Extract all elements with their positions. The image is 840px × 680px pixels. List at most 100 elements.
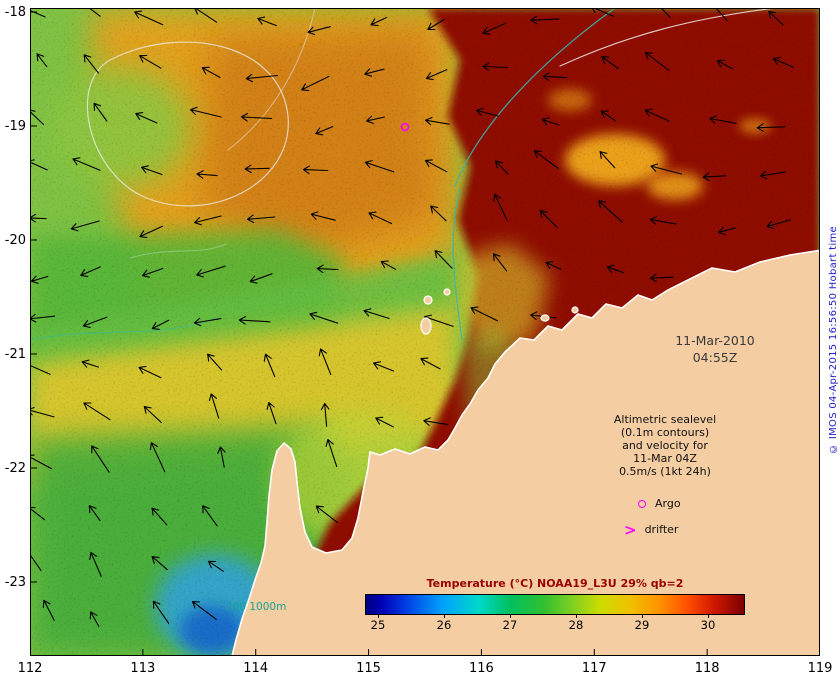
colorbar-tickmark <box>378 614 379 618</box>
velocity-arrow <box>89 551 102 578</box>
velocity-arrow <box>702 172 727 182</box>
velocity-arrow <box>364 68 385 77</box>
lon-tick-label: 118 <box>694 661 720 676</box>
velocity-arrow <box>427 19 445 31</box>
velocity-arrow <box>492 253 508 272</box>
argo-legend-label: Argo <box>655 497 681 510</box>
velocity-arrow <box>318 348 332 376</box>
colorbar-tick-label: 30 <box>700 618 716 632</box>
velocity-arrow <box>207 353 223 371</box>
velocity-arrow <box>768 10 784 26</box>
altimetry-note-line: 0.5m/s (1kt 24h) <box>619 465 711 478</box>
velocity-arrow <box>244 164 270 174</box>
velocity-arrow <box>207 560 224 572</box>
altimetry-note-line: Altimetric sealevel <box>613 413 717 426</box>
velocity-arrow <box>135 112 158 124</box>
lat-tick-label: -22 <box>4 461 26 476</box>
colorbar-tickmark <box>642 614 643 618</box>
velocity-arrow <box>430 205 447 222</box>
velocity-arrow <box>302 165 329 175</box>
lon-tick-label: 117 <box>581 661 607 676</box>
velocity-arrow <box>89 611 100 627</box>
velocity-arrow <box>482 62 509 71</box>
lon-tick-label: 119 <box>807 661 833 676</box>
velocity-arrow <box>380 260 397 270</box>
velocity-arrow <box>83 54 99 74</box>
colorbar-tick-label: 26 <box>436 618 452 632</box>
plot-border <box>30 8 820 656</box>
contour-line <box>129 243 227 259</box>
velocity-arrow <box>307 26 331 36</box>
velocity-arrow <box>493 193 508 221</box>
velocity-arrow <box>756 123 786 132</box>
velocity-arrow <box>217 446 226 468</box>
velocity-arrow <box>482 22 507 35</box>
velocity-arrow <box>649 216 677 225</box>
landmass <box>231 249 820 656</box>
contour-line <box>30 317 217 341</box>
contour-line <box>559 8 776 67</box>
colorbar-tickmark <box>708 614 709 618</box>
lon-tick-label: 116 <box>469 661 494 676</box>
velocity-arrow <box>246 214 276 224</box>
velocity-arrow <box>80 266 101 278</box>
velocity-arrow <box>196 265 226 278</box>
velocity-arrow <box>310 211 336 221</box>
lon-tick-label: 113 <box>130 661 156 676</box>
velocity-arrow <box>139 225 163 239</box>
velocity-arrow <box>151 507 168 526</box>
colorbar-title: Temperature (°C) NOAA19_L3U 29% qb=2 <box>426 577 684 590</box>
velocity-arrow <box>539 210 558 229</box>
island <box>420 317 432 335</box>
velocity-arrow <box>42 599 55 621</box>
velocity-arrow <box>245 73 278 83</box>
map-canvas: 200 1000m <box>30 8 820 656</box>
velocity-arrow <box>541 117 560 126</box>
colorbar-gradient <box>365 594 745 615</box>
velocity-arrow <box>424 159 448 173</box>
velocity-arrow <box>140 165 163 176</box>
island <box>540 314 550 322</box>
drifter-symbol-icon: > <box>624 520 637 539</box>
velocity-arrow <box>650 163 683 175</box>
velocity-arrow <box>368 211 393 225</box>
velocity-arrow <box>542 72 568 81</box>
velocity-arrow <box>190 106 222 118</box>
island <box>443 288 451 296</box>
velocity-arrow <box>249 273 273 284</box>
velocity-arrow <box>644 108 670 122</box>
velocity-arrow <box>420 357 441 370</box>
velocity-arrow <box>309 311 339 324</box>
velocity-arrow <box>196 170 218 179</box>
velocity-arrow <box>644 51 670 71</box>
lon-tick-label: 112 <box>17 661 43 676</box>
velocity-arrow <box>193 317 222 327</box>
velocity-arrow <box>88 505 101 522</box>
velocity-arrow <box>30 275 49 284</box>
velocity-arrow <box>366 115 386 124</box>
depth-contour-label: 200 1000m <box>226 601 286 613</box>
drifter-legend-label: drifter <box>644 523 679 536</box>
lat-tick-label: -23 <box>4 575 26 590</box>
velocity-arrow <box>530 15 560 25</box>
map-plot-area: 200 1000m <box>30 8 820 656</box>
lat-tick-label: -21 <box>4 347 26 362</box>
velocity-arrow <box>301 75 330 92</box>
velocity-arrow <box>772 56 795 68</box>
drifter-legend: > drifter <box>624 520 679 539</box>
velocity-arrow <box>601 56 619 70</box>
velocity-arrow <box>194 215 222 226</box>
date-annotation-line: 04:55Z <box>692 350 738 365</box>
velocity-arrow <box>30 364 51 375</box>
colorbar-tick-label: 29 <box>634 618 650 632</box>
velocity-arrow <box>316 264 339 274</box>
lat-tick-label: -20 <box>4 233 26 248</box>
lat-tick-label: -18 <box>4 5 26 20</box>
velocity-arrow <box>134 10 164 26</box>
velocity-arrow <box>598 200 623 223</box>
contour-line <box>454 8 616 187</box>
colorbar-tick-label: 27 <box>502 618 518 632</box>
island <box>423 295 433 305</box>
map-frame <box>30 8 820 656</box>
